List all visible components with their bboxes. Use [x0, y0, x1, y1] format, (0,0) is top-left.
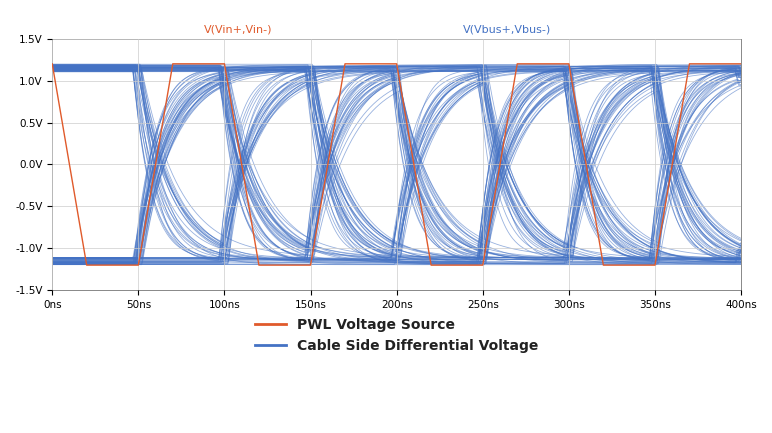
Text: V(Vbus+,Vbus-): V(Vbus+,Vbus-): [462, 25, 551, 35]
Legend: PWL Voltage Source, Cable Side Differential Voltage: PWL Voltage Source, Cable Side Different…: [249, 313, 543, 359]
Text: V(Vin+,Vin-): V(Vin+,Vin-): [204, 25, 273, 35]
